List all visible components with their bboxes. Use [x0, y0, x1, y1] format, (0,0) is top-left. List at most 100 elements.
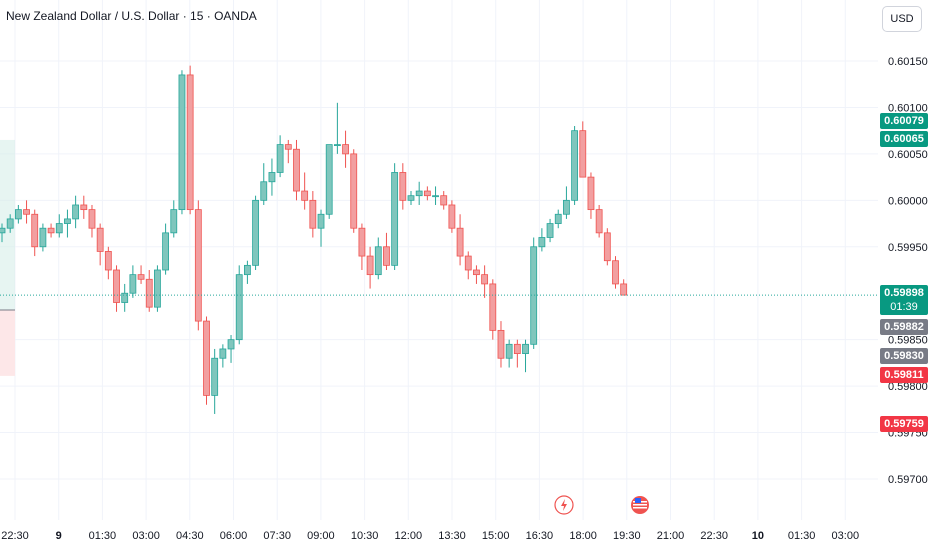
candle	[186, 65, 194, 215]
candle	[284, 139, 292, 164]
candle	[113, 265, 120, 312]
time-tick-label: 21:00	[657, 530, 685, 542]
price-tag-value: 0.59898	[884, 287, 924, 299]
price-tick-label: 0.60050	[888, 149, 928, 161]
candle	[6, 214, 14, 233]
price-tag-value: 0.60079	[884, 115, 924, 127]
candle	[538, 228, 546, 252]
candle	[473, 265, 480, 284]
candle	[399, 163, 407, 210]
candle	[456, 214, 464, 266]
price-tick-label: 0.60100	[888, 102, 928, 114]
candle	[317, 209, 325, 247]
candle	[432, 186, 439, 205]
price-tag-tp-b: 0.60065	[880, 131, 928, 147]
price-tag-entry: 0.59882	[880, 319, 928, 335]
candle	[448, 200, 456, 233]
lightning-event-icon[interactable]	[554, 495, 574, 515]
candle	[612, 256, 619, 289]
long-position-2[interactable]	[0, 139, 15, 376]
time-axis[interactable]: 22:30 9 01:30 03:00 04:30 06:00 07:30 09:00 10:3…	[1, 530, 859, 542]
candle	[219, 344, 227, 368]
grid-lines	[0, 0, 878, 520]
candle	[383, 232, 390, 270]
time-tick-label: 06:00	[220, 530, 248, 542]
candle	[129, 265, 137, 298]
candle	[80, 195, 88, 219]
price-tag-value: 0.59811	[884, 369, 924, 381]
candle	[481, 265, 489, 298]
candle	[31, 209, 39, 257]
price-tick-label: 0.59850	[888, 335, 928, 347]
candle	[194, 200, 202, 331]
candle	[563, 186, 570, 219]
time-tick-label: 15:00	[482, 530, 510, 542]
us-flag-event-icon[interactable]	[631, 496, 649, 514]
candle	[260, 163, 268, 205]
candle	[203, 316, 210, 405]
time-tick-label: 16:30	[526, 530, 554, 542]
candle	[96, 223, 104, 266]
price-tick-label: 0.59800	[888, 381, 928, 393]
candle	[391, 163, 399, 270]
candle	[522, 339, 529, 373]
candle	[39, 223, 47, 252]
currency-button[interactable]: USD	[882, 6, 922, 32]
price-tag-sl-a: 0.59759	[880, 416, 928, 432]
time-tick-label: 01:30	[89, 530, 117, 542]
candle	[415, 181, 423, 205]
price-tick-label: 0.59950	[888, 242, 928, 254]
candle	[571, 126, 578, 205]
time-tick-label: 01:30	[788, 530, 816, 542]
price-tag-value: 0.59830	[884, 350, 924, 362]
candle	[170, 200, 178, 238]
candle	[121, 283, 129, 312]
price-tick-label: 0.60000	[888, 195, 928, 207]
candle	[358, 223, 366, 270]
candle	[55, 214, 63, 238]
time-tick-label: 10:30	[351, 530, 379, 542]
candle	[227, 335, 235, 363]
candle	[333, 102, 341, 154]
candle	[104, 246, 112, 280]
candle	[407, 191, 415, 205]
candle	[88, 204, 96, 238]
time-tick-label: 9	[56, 530, 62, 542]
price-tick-label: 0.60150	[888, 56, 928, 68]
position-zones[interactable]	[0, 127, 15, 424]
time-tick-label: 10	[752, 530, 764, 542]
price-tag-entry-b: 0.59830	[880, 348, 928, 364]
candle	[440, 191, 448, 210]
candle	[145, 270, 153, 312]
time-tick-label: 19:30	[613, 530, 641, 542]
candle	[546, 218, 554, 243]
time-tick-label: 03:00	[132, 530, 160, 542]
price-tag-value: 0.59882	[884, 321, 924, 333]
candle	[301, 172, 309, 210]
candle	[530, 237, 538, 349]
candle	[505, 339, 513, 368]
candle	[309, 191, 317, 238]
candle	[423, 186, 431, 201]
time-tick-label: 12:00	[395, 530, 423, 542]
candle	[554, 209, 562, 229]
candle	[268, 158, 276, 196]
candle	[23, 200, 30, 224]
candle	[513, 339, 521, 368]
candle	[72, 195, 80, 229]
time-tick-label: 18:00	[569, 530, 597, 542]
price-tag-value: 0.60065	[884, 133, 924, 145]
time-tick-label: 22:30	[1, 530, 29, 542]
candlestick-chart[interactable]: 22:30 9 01:30 03:00 04:30 06:00 07:30 09:00 10:3…	[0, 0, 878, 550]
candle	[64, 209, 71, 238]
chart-title: New Zealand Dollar / U.S. Dollar · 15 · …	[6, 9, 257, 23]
price-tag-value: 0.59759	[884, 418, 924, 430]
candle	[154, 265, 161, 312]
candle	[47, 223, 55, 238]
price-axis[interactable]: 0.60150 0.60100 0.60050 0.60000 0.59950 0.598…	[878, 0, 932, 550]
candle	[293, 139, 300, 201]
candles-layer	[0, 65, 628, 414]
candle	[587, 172, 595, 219]
candle	[374, 237, 382, 280]
time-tick-label: 09:00	[307, 530, 335, 542]
